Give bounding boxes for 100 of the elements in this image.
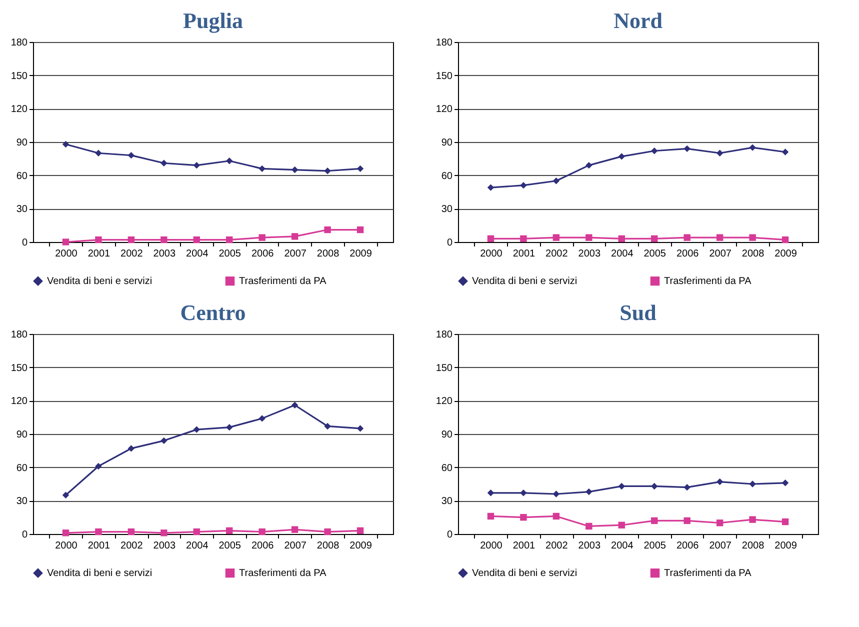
y-tick-label: 30 — [16, 204, 28, 216]
y-tick-label: 150 — [436, 362, 453, 374]
x-tick-label: 2006 — [676, 248, 700, 260]
x-tick-label: 2001 — [88, 540, 111, 552]
y-tick-label: 120 — [10, 104, 28, 116]
x-tick-label: 2006 — [251, 248, 274, 260]
point — [782, 236, 789, 244]
point — [62, 140, 70, 148]
legend-label: Vendita di beni e servizi — [47, 568, 152, 580]
legend-label: Trasferimenti da PA — [239, 568, 327, 580]
point — [487, 512, 494, 520]
point — [651, 517, 658, 524]
point — [128, 445, 135, 452]
y-tick-label: 0 — [22, 530, 28, 540]
x-tick-label: 2008 — [316, 248, 340, 260]
point — [258, 528, 266, 536]
point — [95, 150, 102, 156]
point — [552, 234, 560, 241]
x-tick-label: 2006 — [251, 540, 274, 552]
y-tick-label: 150 — [10, 362, 28, 374]
point — [520, 490, 527, 496]
point — [193, 426, 200, 433]
x-tick-label: 2001 — [88, 248, 111, 260]
point — [291, 402, 298, 408]
x-tick-label: 2000 — [55, 248, 78, 260]
y-tick-label: 0 — [22, 238, 28, 248]
point — [62, 492, 70, 498]
x-tick-label: 2002 — [120, 540, 144, 552]
y-tick-label: 90 — [16, 138, 28, 148]
point — [782, 148, 789, 156]
point — [684, 517, 690, 524]
point — [324, 226, 331, 234]
point — [160, 160, 168, 166]
point — [716, 234, 724, 241]
point — [552, 490, 560, 498]
y-tick-label: 180 — [10, 38, 28, 48]
x-tick-label: 2004 — [186, 540, 209, 552]
point — [618, 522, 625, 528]
point — [749, 480, 756, 488]
point — [128, 236, 135, 244]
point — [95, 528, 102, 536]
y-tick-label: 60 — [16, 462, 28, 474]
point — [782, 518, 789, 526]
point — [258, 234, 266, 241]
point — [487, 235, 494, 242]
point — [128, 152, 135, 159]
y-tick-label: 60 — [16, 170, 28, 182]
x-tick-label: 2008 — [742, 540, 765, 552]
y-tick-label: 30 — [16, 496, 28, 508]
x-tick-label: 2005 — [644, 248, 666, 260]
x-tick-label: 2007 — [709, 248, 732, 260]
point — [684, 234, 690, 241]
x-tick-label: 2003 — [153, 248, 176, 260]
y-tick-label: 90 — [441, 430, 453, 440]
point — [356, 226, 364, 234]
point — [356, 165, 364, 172]
x-tick-label: 2002 — [120, 248, 144, 260]
point — [95, 236, 102, 244]
point — [356, 527, 364, 534]
point — [62, 530, 70, 536]
point — [258, 415, 266, 422]
point — [226, 424, 233, 431]
point — [324, 422, 331, 430]
x-tick-label: 2009 — [350, 540, 372, 552]
legend-label: Trasferimenti da PA — [664, 568, 752, 580]
point — [782, 480, 789, 486]
x-tick-label: 2004 — [611, 540, 634, 552]
x-tick-label: 2008 — [316, 540, 340, 552]
y-tick-label: 30 — [441, 204, 453, 216]
x-tick-label: 2005 — [218, 540, 242, 552]
point — [291, 526, 298, 533]
point — [62, 238, 70, 246]
point — [618, 153, 625, 160]
point — [324, 528, 331, 536]
point — [651, 235, 658, 242]
point — [651, 482, 658, 490]
chart-title: Sud — [620, 300, 656, 325]
point — [226, 236, 233, 244]
x-tick-label: 2004 — [611, 248, 634, 260]
point — [716, 150, 724, 156]
point — [160, 530, 168, 536]
y-tick-label: 90 — [441, 138, 453, 148]
x-tick-label: 2003 — [578, 248, 601, 260]
x-tick-label: 2001 — [512, 540, 536, 552]
y-tick-label: 150 — [436, 70, 453, 82]
point — [324, 168, 331, 174]
x-tick-label: 2005 — [644, 540, 666, 552]
point — [193, 528, 200, 536]
y-tick-label: 90 — [16, 430, 28, 440]
point — [716, 478, 724, 486]
point — [520, 182, 527, 189]
point — [618, 235, 625, 242]
legend-label: Vendita di beni e servizi — [47, 276, 152, 288]
y-tick-label: 60 — [441, 462, 453, 474]
point — [586, 488, 592, 496]
x-tick-label: 2009 — [774, 248, 798, 260]
point — [586, 522, 592, 530]
x-tick-label: 2009 — [350, 248, 372, 260]
x-tick-label: 2007 — [284, 540, 307, 552]
y-tick-label: 30 — [441, 496, 453, 508]
